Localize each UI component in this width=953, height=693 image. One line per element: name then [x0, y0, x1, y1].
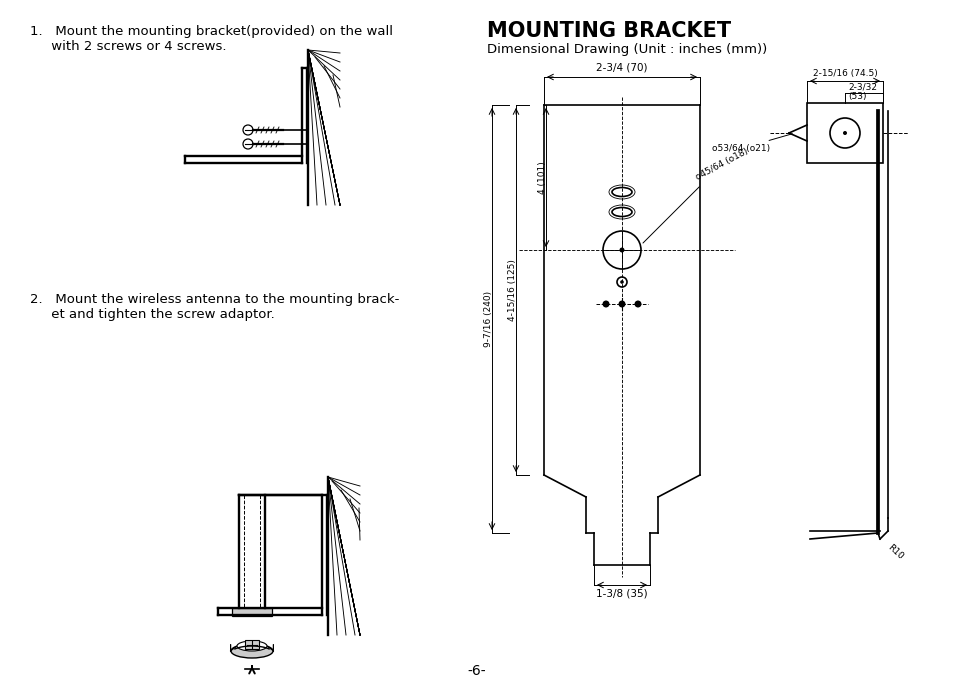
- Text: o53/64 (o21): o53/64 (o21): [711, 134, 792, 153]
- Text: 1.   Mount the mounting bracket(provided) on the wall: 1. Mount the mounting bracket(provided) …: [30, 25, 393, 38]
- Circle shape: [619, 280, 623, 284]
- Text: -6-: -6-: [467, 664, 486, 678]
- Text: 4-15/16 (125): 4-15/16 (125): [508, 259, 517, 321]
- Circle shape: [618, 301, 625, 308]
- Text: 2-3/4 (70): 2-3/4 (70): [596, 63, 647, 73]
- Text: MOUNTING BRACKET: MOUNTING BRACKET: [486, 21, 730, 41]
- Text: 9-7/16 (240): 9-7/16 (240): [484, 291, 493, 347]
- Circle shape: [842, 131, 846, 135]
- Text: o45/64 (o18): o45/64 (o18): [642, 147, 749, 243]
- Text: 2-3/32: 2-3/32: [847, 82, 876, 91]
- Circle shape: [634, 301, 640, 308]
- Circle shape: [602, 301, 609, 308]
- Circle shape: [243, 139, 253, 149]
- Text: 4 (101): 4 (101): [537, 161, 547, 194]
- Text: with 2 screws or 4 screws.: with 2 screws or 4 screws.: [30, 40, 226, 53]
- Text: 2-15/16 (74.5): 2-15/16 (74.5): [812, 69, 877, 78]
- Text: 1-3/8 (35): 1-3/8 (35): [596, 588, 647, 598]
- Bar: [806, 103, 882, 163]
- Circle shape: [618, 247, 624, 252]
- Text: Dimensional Drawing (Unit : inches (mm)): Dimensional Drawing (Unit : inches (mm)): [486, 43, 766, 56]
- Ellipse shape: [231, 644, 273, 658]
- Bar: [232, 608, 272, 616]
- Bar: [245, 640, 258, 649]
- Circle shape: [243, 125, 253, 135]
- Text: R10: R10: [885, 543, 904, 561]
- Ellipse shape: [236, 641, 267, 651]
- Text: 2.   Mount the wireless antenna to the mounting brack-: 2. Mount the wireless antenna to the mou…: [30, 293, 399, 306]
- Text: et and tighten the screw adaptor.: et and tighten the screw adaptor.: [30, 308, 274, 321]
- Text: (53): (53): [847, 92, 865, 101]
